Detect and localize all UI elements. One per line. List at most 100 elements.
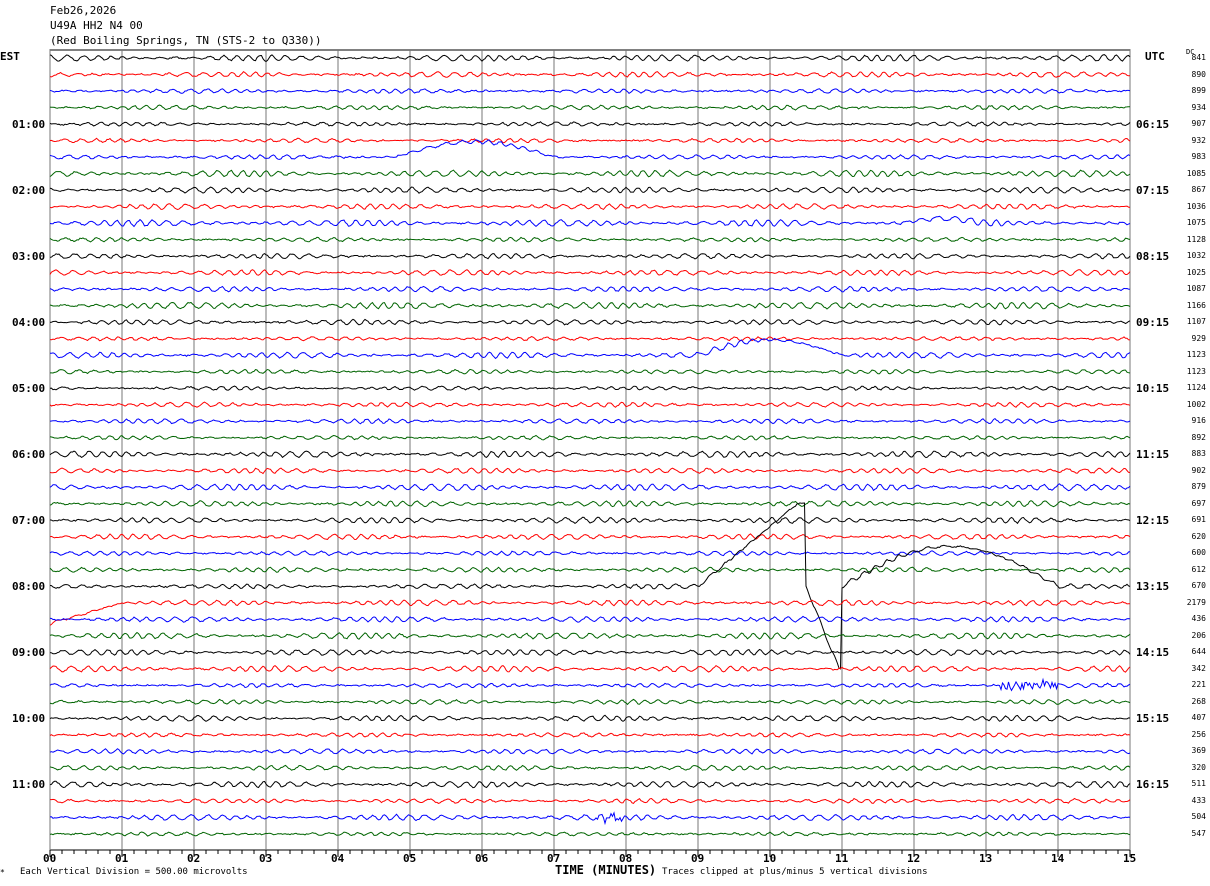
trace-row-45 — [50, 797, 1131, 805]
dc-offset: 916 — [1191, 416, 1206, 426]
trace-row-40 — [49, 714, 1131, 722]
x-tick-label: 00 — [43, 852, 57, 865]
utc-hour-label: 13:15 — [1136, 580, 1170, 594]
x-tick-label: 09 — [691, 852, 705, 865]
scale-note: Each Vertical Division = 500.00 microvol… — [20, 867, 248, 877]
dc-offset: 697 — [1191, 498, 1206, 508]
dc-offset: 1123 — [1186, 350, 1206, 360]
dc-offset: 1107 — [1186, 317, 1206, 327]
trace-row-8 — [49, 186, 1131, 194]
dc-offset: 670 — [1191, 581, 1206, 591]
dc-offset: 221 — [1191, 680, 1206, 690]
x-axis-label: TIME (MINUTES) — [555, 863, 657, 877]
est-hour-label: 05:00 — [12, 382, 46, 396]
est-hour-label: 06:00 — [12, 448, 46, 462]
date: Feb26,2026 — [50, 4, 117, 17]
trace-row-44 — [49, 780, 1131, 789]
dc-offset: 902 — [1191, 465, 1206, 475]
dc-offset: 883 — [1191, 449, 1206, 459]
trace-row-27 — [49, 500, 1131, 508]
trace-row-1 — [49, 71, 1130, 78]
utc-hour-label: 09:15 — [1136, 316, 1170, 330]
trace-row-3 — [49, 104, 1130, 111]
trace-row-22 — [49, 417, 1131, 425]
trace-row-32 — [49, 502, 1131, 670]
dc-offset: 934 — [1191, 102, 1206, 112]
dc-offset: 983 — [1191, 152, 1206, 162]
trace-row-37 — [49, 664, 1131, 673]
trace-row-20 — [49, 385, 1131, 391]
est-hour-label: 07:00 — [12, 514, 46, 528]
trace-row-17 — [49, 336, 1131, 342]
dc-offset: 504 — [1191, 812, 1206, 822]
dc-offset: 1085 — [1186, 168, 1206, 178]
dc-offset: 206 — [1191, 630, 1206, 640]
dc-offset: 620 — [1191, 531, 1206, 541]
left-timezone: EST — [0, 50, 20, 63]
utc-hour-label: 12:15 — [1136, 514, 1170, 528]
est-hour-label: 02:00 — [12, 184, 46, 198]
dc-offset: 1032 — [1186, 251, 1206, 261]
trace-row-14 — [49, 285, 1131, 293]
dc-offset: 436 — [1191, 614, 1206, 624]
est-hour-label: 10:00 — [12, 712, 46, 726]
dc-offset: 1002 — [1186, 399, 1206, 409]
utc-hour-label: 06:15 — [1136, 118, 1170, 132]
dc-offset: 1124 — [1186, 383, 1206, 393]
trace-row-19 — [50, 368, 1131, 375]
dc-offset: 612 — [1191, 564, 1206, 574]
trace-row-9 — [49, 203, 1131, 211]
dc-offset: 892 — [1191, 432, 1206, 442]
dc-offset: 547 — [1191, 828, 1206, 838]
est-hour-label: 01:00 — [12, 118, 46, 132]
plot-frame — [49, 49, 1131, 851]
dc-offset: 2179 — [1186, 597, 1206, 607]
dc-offset: 1036 — [1186, 201, 1206, 211]
dc-offset: 899 — [1191, 86, 1206, 96]
utc-hour-label: 08:15 — [1136, 250, 1170, 264]
dc-offset: 1128 — [1186, 234, 1206, 244]
trace-row-15 — [49, 301, 1131, 310]
est-hour-label: 04:00 — [12, 316, 46, 330]
dc-offset: 600 — [1191, 548, 1206, 558]
trace-row-0 — [49, 53, 1131, 63]
dc-offset: 1166 — [1186, 300, 1206, 310]
utc-hour-label: 11:15 — [1136, 448, 1170, 462]
x-tick-label: 03 — [259, 852, 273, 865]
trace-row-36 — [49, 648, 1131, 657]
trace-row-16 — [49, 318, 1131, 326]
trace-row-33 — [49, 599, 1130, 626]
trace-row-7 — [49, 169, 1131, 178]
x-tick-label: 01 — [115, 852, 129, 865]
trace-row-18 — [50, 337, 1131, 360]
trace-row-34 — [49, 615, 1131, 623]
dc-offset: 268 — [1191, 696, 1206, 706]
utc-hour-label: 15:15 — [1136, 712, 1170, 726]
x-tick-label: 15 — [1123, 852, 1137, 865]
dc-offset: 407 — [1191, 713, 1206, 723]
trace-row-29 — [49, 533, 1131, 541]
trace-row-42 — [49, 748, 1131, 755]
dc-offset: 1025 — [1186, 267, 1206, 277]
trace-row-43 — [49, 764, 1131, 772]
utc-hour-label: 16:15 — [1136, 778, 1170, 792]
x-tick-label: 07 — [547, 852, 561, 865]
x-tick-label: 10 — [763, 852, 777, 865]
dc-offset: 320 — [1191, 762, 1206, 772]
trace-row-35 — [49, 631, 1131, 640]
right-timezone: UTC — [1145, 50, 1165, 63]
dc-offset: 1087 — [1186, 284, 1206, 294]
dc-offset: 907 — [1191, 119, 1206, 129]
trace-row-28 — [49, 516, 1131, 525]
est-hour-label: 11:00 — [12, 778, 46, 792]
x-tick-label: 05 — [403, 852, 417, 865]
utc-hour-label: 07:15 — [1136, 184, 1170, 198]
x-tick-label: 06 — [475, 852, 489, 865]
trace-row-31 — [49, 566, 1131, 574]
trace-row-12 — [49, 252, 1131, 260]
est-hour-label: 08:00 — [12, 580, 46, 594]
est-hour-label: 09:00 — [12, 646, 46, 660]
trace-row-6 — [49, 139, 1131, 160]
trace-row-38 — [49, 677, 1131, 692]
